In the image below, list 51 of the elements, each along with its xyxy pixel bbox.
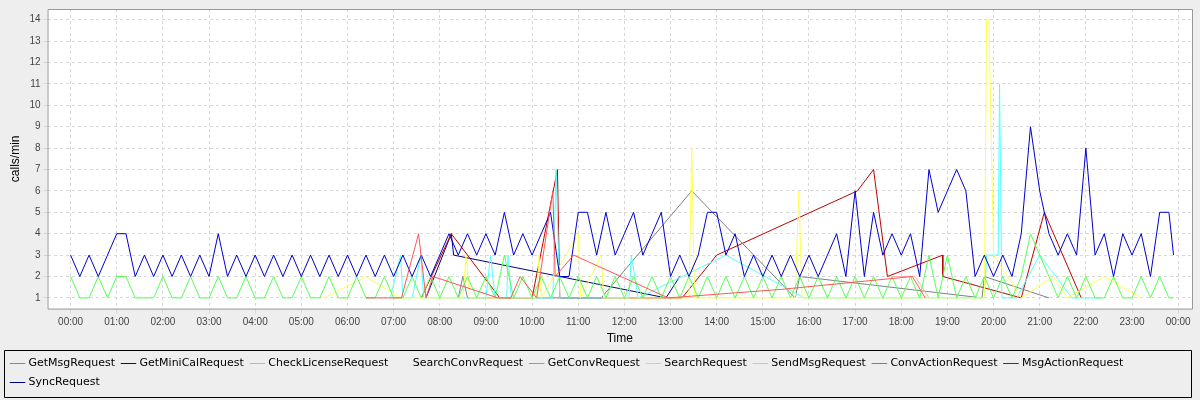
y-tick-label: 13 xyxy=(29,34,41,46)
x-tick-label: 08:00 xyxy=(427,316,453,328)
y-tick-label: 3 xyxy=(34,248,41,260)
x-tick-label: 05:00 xyxy=(288,316,315,328)
legend-label: MsgActionRequest xyxy=(1021,356,1124,370)
x-tick-label: 20:00 xyxy=(981,316,1007,328)
x-tick-label: 22:00 xyxy=(1073,316,1099,328)
x-tick-label: 07:00 xyxy=(381,316,407,328)
y-tick-label: 1 xyxy=(34,291,41,303)
x-tick-label: 02:00 xyxy=(150,316,176,328)
x-tick-label: 15:00 xyxy=(750,316,776,328)
y-tick-label: 7 xyxy=(34,163,41,175)
x-tick-label: 01:00 xyxy=(104,316,130,328)
y-tick-label: 9 xyxy=(34,120,41,132)
x-tick-label: 23:00 xyxy=(1119,316,1145,328)
y-tick-label: 12 xyxy=(29,56,41,68)
y-tick-label: 4 xyxy=(34,227,41,239)
x-tick-label: 03:00 xyxy=(196,316,222,328)
legend-label: CheckLicenseRequest xyxy=(268,356,390,370)
x-tick-label: 00:00 xyxy=(58,316,84,328)
x-tick-label: 13:00 xyxy=(658,316,684,328)
legend-label: SyncRequest xyxy=(28,375,101,389)
x-tick-label: 06:00 xyxy=(334,316,361,328)
legend-label: ConvActionRequest xyxy=(890,356,999,370)
y-axis-title: calls/min xyxy=(7,135,22,183)
legend-label: SearchConvRequest xyxy=(412,356,524,370)
legend-label: GetMsgRequest xyxy=(28,356,116,370)
legend-label: SearchRequest xyxy=(664,356,748,370)
x-tick-label: 21:00 xyxy=(1027,316,1053,328)
x-tick-label: 17:00 xyxy=(842,316,869,328)
x-axis-title: Time xyxy=(606,331,634,346)
y-tick-label: 11 xyxy=(30,77,41,89)
legend-label: GetConvRequest xyxy=(547,356,641,370)
x-tick-label: 16:00 xyxy=(796,316,822,328)
x-tick-label: 09:00 xyxy=(473,316,499,328)
x-tick-label: 10:00 xyxy=(519,316,546,328)
y-tick-label: 5 xyxy=(34,206,41,218)
x-tick-label: 00:00 xyxy=(1165,316,1192,328)
y-tick-label: 14 xyxy=(29,13,41,25)
x-tick-label: 14:00 xyxy=(704,316,730,328)
x-tick-label: 11:00 xyxy=(566,316,591,328)
y-tick-label: 10 xyxy=(29,99,41,111)
legend-label: GetMiniCalRequest xyxy=(139,356,245,370)
x-tick-label: 18:00 xyxy=(888,316,915,328)
y-tick-label: 2 xyxy=(34,270,41,282)
x-tick-label: 04:00 xyxy=(242,316,269,328)
y-tick-label: 8 xyxy=(34,141,41,153)
legend-label: SendMsgRequest xyxy=(771,356,867,370)
x-tick-label: 12:00 xyxy=(611,316,638,328)
x-tick-label: 19:00 xyxy=(934,316,961,328)
y-tick-label: 6 xyxy=(34,184,41,196)
